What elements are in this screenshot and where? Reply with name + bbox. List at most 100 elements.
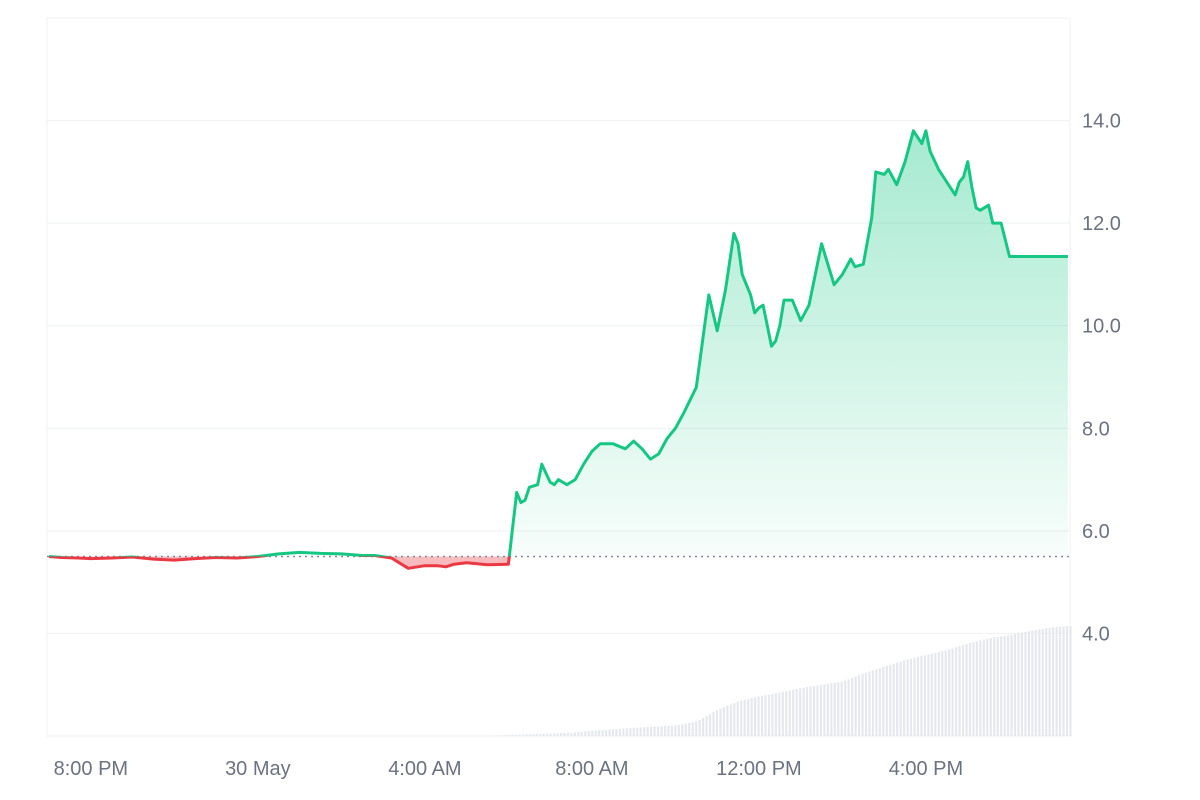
volume-bar	[618, 728, 622, 736]
volume-bar	[702, 717, 705, 736]
volume-bar	[757, 696, 760, 736]
volume-bar	[684, 723, 687, 736]
x-axis-labels: 8:00 PM 30 May 4:00 AM 8:00 AM 12:00 PM 4:00 …	[54, 758, 964, 780]
volume-bar	[951, 648, 954, 736]
volume-bar	[705, 715, 708, 736]
price-line-down	[48, 556, 511, 570]
volume-bar	[826, 683, 829, 736]
volume-bar	[660, 726, 663, 736]
volume-bar	[889, 664, 892, 736]
volume-bar	[1024, 631, 1027, 736]
volume-bar	[774, 693, 777, 736]
volume-bar	[982, 639, 985, 736]
volume-bar	[546, 733, 549, 736]
volume-bar	[632, 727, 635, 736]
volume-bar	[871, 670, 875, 736]
volume-bar	[715, 710, 719, 736]
y-tick-label: 6.0	[1082, 521, 1110, 543]
volume-bar	[1052, 627, 1055, 736]
volume-bar	[812, 686, 816, 736]
volume-bar	[608, 729, 611, 736]
volume-bar	[1020, 632, 1024, 736]
volume-bar	[1069, 625, 1072, 736]
volume-bar	[591, 730, 594, 736]
volume-bar	[622, 728, 625, 736]
volume-bar	[736, 701, 739, 736]
price-line-up	[49, 129, 1068, 557]
price-areas	[49, 130, 1068, 569]
volume-bar	[937, 652, 940, 736]
volume-bar	[795, 688, 798, 736]
volume-bar	[615, 729, 618, 736]
volume-bar	[847, 679, 850, 736]
volume-bar	[948, 649, 951, 736]
volume-bar	[708, 714, 712, 736]
volume-bar	[830, 683, 833, 736]
volume-bar	[656, 726, 660, 736]
volume-bar	[844, 680, 847, 736]
volume-bar	[778, 692, 781, 736]
volume-bar	[743, 699, 746, 736]
volume-bar	[896, 662, 899, 736]
volume-bar	[764, 695, 767, 736]
volume-bar	[580, 731, 583, 736]
volume-bar	[1000, 636, 1003, 736]
volume-bar	[549, 733, 552, 736]
volume-bar	[646, 726, 649, 736]
volume-bar	[802, 687, 805, 736]
volume-bar	[594, 730, 597, 736]
volume-bar	[663, 726, 667, 736]
volume-bar	[501, 735, 504, 736]
volume-bar	[878, 668, 881, 736]
volume-bar	[507, 735, 511, 736]
volume-bar	[1006, 635, 1010, 736]
volume-bar	[819, 684, 823, 736]
volume-bar	[729, 704, 732, 736]
volume-bar	[598, 730, 601, 736]
volume-bar	[823, 684, 826, 736]
volume-bar	[767, 694, 771, 736]
volume-bar	[781, 691, 784, 736]
volume-bar	[1062, 626, 1065, 736]
volume-bar	[518, 734, 521, 736]
volume-bar	[643, 727, 646, 736]
volume-bar	[934, 652, 937, 736]
volume-bar	[750, 698, 753, 736]
volume-bar	[532, 734, 535, 736]
volume-bar	[840, 681, 843, 736]
volume-bar	[584, 731, 587, 736]
volume-bar	[604, 729, 608, 736]
volume-bar	[587, 731, 590, 736]
volume-bar	[667, 725, 670, 736]
volume-bar	[1058, 626, 1062, 736]
volume-bar	[1048, 627, 1051, 736]
volume-bar	[1031, 630, 1034, 736]
volume-bar	[955, 647, 958, 736]
volume-bar	[601, 730, 604, 736]
volume-bar	[559, 733, 563, 736]
volume-bar	[1065, 626, 1069, 736]
volume-bar	[525, 734, 528, 736]
volume-bar	[681, 724, 684, 736]
price-lines	[48, 129, 1068, 570]
volume-bar	[760, 695, 764, 736]
volume-bar	[975, 641, 979, 736]
y-tick-label: 14.0	[1082, 111, 1121, 133]
volume-bar	[930, 653, 933, 736]
volume-bar	[695, 721, 698, 736]
y-tick-label: 12.0	[1082, 213, 1121, 235]
x-tick-label: 30 May	[225, 758, 291, 780]
volume-bar	[629, 728, 632, 736]
volume-bar	[577, 732, 580, 736]
volume-bar	[566, 732, 570, 736]
volume-bar	[1055, 626, 1058, 736]
volume-bar	[799, 688, 802, 736]
volume-bar	[670, 725, 674, 736]
volume-bar	[906, 659, 909, 736]
volume-bar	[785, 691, 788, 736]
y-tick-label: 4.0	[1082, 623, 1110, 645]
volume-bars	[490, 625, 1072, 736]
volume-bar	[753, 697, 757, 736]
y-axis-labels: 4.0 6.0 8.0 10.0 12.0 14.0	[1082, 111, 1121, 646]
